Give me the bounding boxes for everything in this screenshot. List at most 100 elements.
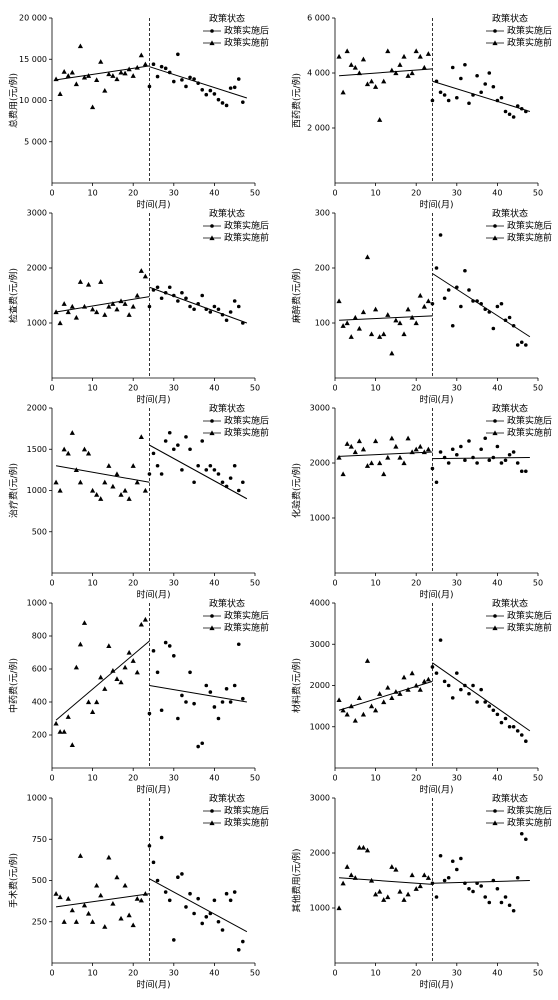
x-tick-label: 20	[128, 189, 138, 198]
x-tick-label: 10	[88, 774, 98, 783]
data-point	[389, 695, 395, 700]
data-point	[220, 480, 225, 485]
data-point	[368, 78, 375, 84]
data-point	[172, 447, 176, 452]
data-point	[236, 77, 241, 81]
data-point	[184, 435, 188, 439]
data-point	[94, 882, 100, 888]
y-tick-label: 1000	[310, 514, 330, 523]
data-point	[397, 888, 403, 894]
y-tick-label: 6 000	[307, 14, 330, 23]
trend-line	[55, 465, 150, 483]
x-tick-label: 20	[128, 969, 138, 978]
legend-marker	[210, 419, 214, 423]
data-point	[373, 84, 379, 89]
data-point	[344, 711, 350, 717]
data-point	[479, 884, 483, 888]
data-point	[491, 708, 496, 713]
data-point	[106, 71, 112, 77]
data-point	[118, 679, 124, 685]
data-point	[106, 463, 112, 468]
data-point	[405, 73, 411, 78]
data-point	[159, 296, 164, 301]
data-point	[450, 65, 455, 70]
x-tick-label: 40	[209, 969, 219, 978]
data-point	[368, 331, 375, 337]
data-point	[519, 340, 524, 345]
x-tick-label: 30	[169, 969, 179, 978]
data-point	[122, 70, 128, 76]
legend-label: 政策实施后	[507, 220, 552, 232]
data-point	[188, 75, 192, 80]
legend-label: 政策实施后	[224, 610, 269, 622]
data-point	[167, 430, 172, 435]
data-point	[340, 707, 346, 713]
y-axis-title: 检查费(元/例)	[8, 268, 20, 323]
data-point	[110, 73, 116, 78]
x-tick-label: 40	[492, 969, 502, 978]
data-point	[389, 350, 395, 356]
x-tick-label: 40	[492, 384, 502, 393]
data-point	[228, 86, 233, 90]
data-point	[450, 859, 455, 864]
data-point	[81, 902, 88, 908]
legend-title: 政策状态	[492, 208, 528, 220]
data-point	[373, 438, 379, 444]
data-point	[180, 693, 184, 698]
trend-line	[339, 68, 433, 77]
data-point	[425, 298, 431, 304]
data-point	[442, 679, 447, 684]
data-point	[405, 435, 411, 441]
data-point	[90, 104, 96, 110]
data-point	[467, 288, 471, 292]
data-point	[417, 53, 423, 59]
data-point	[220, 700, 225, 704]
x-tick-label: 30	[169, 189, 179, 198]
data-point	[515, 104, 520, 108]
data-point	[159, 472, 164, 476]
legend-title: 政策状态	[209, 13, 245, 25]
data-point	[114, 676, 120, 681]
x-tick-label: 30	[169, 774, 179, 783]
data-point	[102, 88, 108, 93]
y-tick-label: 3000	[27, 209, 47, 218]
legend-marker	[492, 430, 498, 436]
data-point	[232, 85, 237, 90]
data-point	[499, 301, 504, 306]
y-tick-label: 500	[32, 876, 47, 885]
data-point	[69, 742, 75, 747]
data-point	[126, 649, 132, 655]
y-tick-label: 2000	[27, 264, 47, 273]
x-tick-label: 0	[332, 774, 337, 783]
legend-marker	[210, 29, 214, 33]
data-point	[192, 77, 196, 81]
data-point	[356, 325, 362, 331]
x-axis-title: 时间(月)	[136, 979, 170, 991]
x-tick-label: 10	[371, 384, 381, 393]
trend-line	[55, 296, 150, 313]
data-point	[134, 896, 140, 901]
data-point	[499, 900, 504, 905]
data-point	[77, 43, 84, 49]
data-point	[85, 699, 92, 705]
data-point	[220, 928, 225, 932]
data-point	[188, 891, 192, 896]
data-point	[151, 860, 156, 865]
x-tick-label: 10	[371, 774, 381, 783]
y-tick-label: 750	[32, 835, 47, 844]
data-point	[450, 323, 455, 328]
data-point	[200, 87, 205, 92]
x-tick-label: 50	[250, 384, 260, 393]
data-point	[401, 897, 407, 902]
data-point	[130, 463, 136, 468]
data-point	[524, 739, 528, 743]
x-tick-label: 20	[411, 969, 421, 978]
data-point	[507, 724, 512, 729]
data-point	[232, 463, 237, 468]
data-point	[405, 306, 411, 312]
y-tick-label: 100	[315, 319, 330, 328]
x-tick-label: 40	[492, 774, 502, 783]
legend-title: 政策状态	[492, 793, 528, 805]
data-point	[163, 890, 168, 894]
